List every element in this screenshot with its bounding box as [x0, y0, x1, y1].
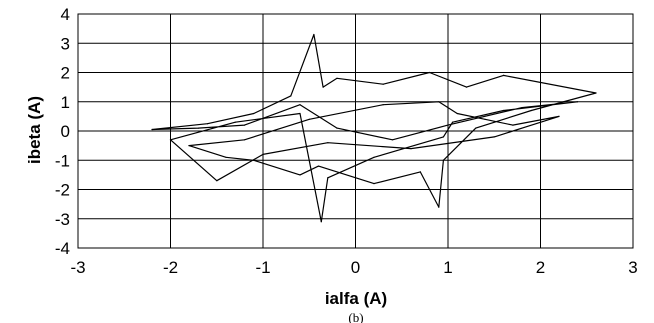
y-tick-label: 2	[61, 64, 70, 83]
data-point	[502, 74, 505, 76]
data-point	[438, 206, 440, 208]
data-point	[447, 124, 449, 126]
data-point	[456, 112, 458, 115]
data-point	[442, 136, 444, 138]
data-point	[262, 153, 264, 155]
data-point	[452, 121, 454, 123]
data-point	[290, 95, 292, 97]
data-point	[373, 183, 375, 185]
data-point	[206, 123, 209, 125]
x-tick-label: 3	[628, 258, 637, 277]
data-point	[382, 83, 384, 85]
series-line-0	[151, 33, 597, 223]
plot-frame	[77, 13, 634, 249]
data-point	[253, 112, 255, 115]
x-tick-label: -2	[163, 258, 178, 277]
data-point	[234, 121, 236, 123]
data-point	[299, 112, 301, 115]
x-tick-label: -3	[70, 258, 85, 277]
data-point	[595, 92, 597, 94]
data-point	[317, 165, 320, 167]
data-point	[299, 104, 301, 106]
data-point	[502, 109, 505, 112]
data-point	[320, 221, 322, 223]
data-point	[151, 128, 153, 131]
data-point	[327, 142, 329, 144]
data-point	[216, 180, 218, 182]
chart-series	[151, 33, 597, 223]
data-point	[197, 127, 199, 129]
data-point	[512, 124, 514, 126]
data-point	[558, 115, 560, 117]
data-point	[484, 118, 486, 120]
data-point	[299, 174, 301, 176]
data-point	[530, 109, 532, 112]
data-point	[493, 136, 495, 138]
data-point	[336, 127, 338, 129]
x-axis-title: ialfa (A)	[325, 289, 387, 308]
y-axis-title: ibeta (A)	[25, 96, 44, 164]
y-tick-label: -3	[55, 210, 70, 229]
data-point	[169, 139, 172, 141]
x-tick-label: 1	[443, 258, 452, 277]
y-tick-label: -4	[55, 239, 70, 258]
data-point	[243, 124, 246, 126]
data-point	[188, 145, 190, 147]
x-tick-labels: -3 -2 -1 0 1 2 3	[70, 258, 637, 277]
data-point	[410, 148, 412, 150]
data-point	[465, 86, 468, 88]
data-point	[382, 104, 384, 106]
data-point	[576, 101, 579, 103]
data-point	[373, 156, 375, 158]
y-tick-label: -1	[55, 151, 70, 170]
y-tick-labels: 4 3 2 1 0 -1 -2 -3 -4	[55, 5, 70, 258]
data-point	[225, 156, 227, 158]
data-point	[253, 159, 255, 161]
x-tick-label: -1	[255, 258, 270, 277]
y-tick-label: 3	[61, 34, 70, 53]
x-tick-label: 0	[351, 258, 360, 277]
data-point	[475, 127, 477, 129]
data-point	[428, 71, 431, 74]
data-point	[308, 118, 310, 120]
data-point	[243, 139, 246, 141]
data-point	[322, 86, 324, 88]
figure-caption: (b)	[348, 310, 363, 323]
y-tick-label: 1	[61, 93, 70, 112]
data-point	[327, 177, 329, 179]
data-point	[521, 107, 523, 109]
data-point	[442, 159, 444, 161]
y-tick-label: 4	[61, 5, 70, 24]
data-point	[438, 101, 440, 103]
data-point	[313, 33, 315, 36]
data-point	[391, 139, 394, 141]
chart-grid	[78, 14, 633, 248]
x-tick-label: 2	[536, 258, 545, 277]
data-point	[419, 171, 421, 173]
y-tick-label: -2	[55, 181, 70, 200]
y-tick-label: 0	[61, 122, 70, 141]
data-point	[336, 77, 338, 79]
